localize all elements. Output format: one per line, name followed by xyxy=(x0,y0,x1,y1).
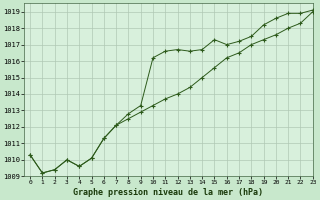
X-axis label: Graphe pression niveau de la mer (hPa): Graphe pression niveau de la mer (hPa) xyxy=(73,188,263,197)
